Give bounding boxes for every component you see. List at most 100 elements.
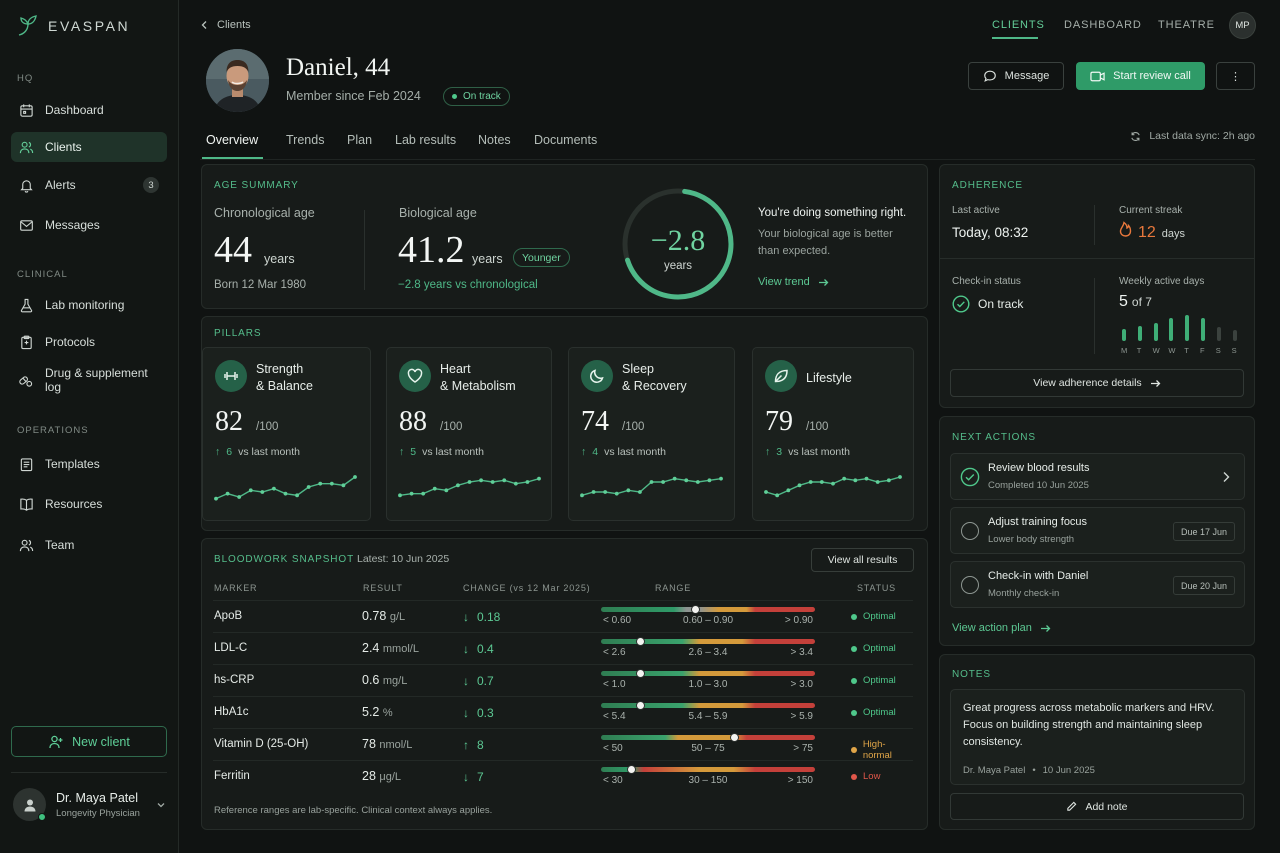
view-action-plan-link[interactable]: View action plan bbox=[952, 622, 1051, 634]
section-operations: OPERATIONS bbox=[17, 425, 89, 436]
message-button[interactable]: Message bbox=[968, 62, 1064, 90]
arrow-right-icon bbox=[1150, 379, 1161, 387]
age-summary-panel bbox=[201, 164, 928, 309]
range-bar: < 0.60 0.60 – 0.90 > 0.90 bbox=[601, 605, 815, 627]
tab-plan[interactable]: Plan bbox=[347, 133, 373, 147]
sparkline-point bbox=[490, 480, 495, 484]
last-active-label: Last active bbox=[952, 205, 1000, 216]
pillar-card-heart[interactable]: Heart & Metabolism 88 /100 ↑ 5 vs last mont… bbox=[386, 347, 552, 521]
marker-result: 0.78 g/L bbox=[362, 609, 406, 623]
start-review-call-button[interactable]: Start review call bbox=[1076, 62, 1205, 90]
last-active-value: Today, 08:32 bbox=[952, 225, 1029, 240]
topnav-dashboard[interactable]: DASHBOARD bbox=[1064, 19, 1142, 31]
user-profile[interactable]: Dr. Maya Patel Longevity Physician bbox=[13, 788, 166, 821]
sync-label: Last data sync: 2h ago bbox=[1149, 130, 1255, 142]
pillar-score: 82 bbox=[215, 406, 243, 437]
check-circle-icon bbox=[960, 467, 980, 487]
streak-value: 12 bbox=[1138, 224, 1156, 241]
pillar-card-strength[interactable]: Strength & Balance 82 /100 ↑ 6 vs last mont… bbox=[202, 347, 371, 521]
view-trend-link[interactable]: View trend bbox=[758, 276, 829, 288]
pillar-max: /100 bbox=[440, 421, 463, 433]
tab-trends[interactable]: Trends bbox=[286, 133, 325, 147]
weekly-bar bbox=[1122, 329, 1126, 341]
topnav-theatre[interactable]: THEATRE bbox=[1158, 19, 1215, 31]
sparkline-point bbox=[707, 478, 712, 483]
sparkline-point bbox=[467, 480, 472, 484]
tab-documents[interactable]: Documents bbox=[534, 133, 598, 147]
marker-change: ↓ 0.3 bbox=[463, 706, 494, 720]
status-badge: Optimal bbox=[851, 611, 896, 622]
pillar-name: Sleep & Recovery bbox=[622, 362, 687, 393]
arrow-down-icon: ↓ bbox=[463, 770, 469, 784]
add-note-button[interactable]: Add note bbox=[950, 793, 1244, 820]
tabs-divider bbox=[200, 159, 1255, 160]
tab-lab-results[interactable]: Lab results bbox=[395, 133, 457, 147]
col-status: STATUS bbox=[857, 583, 896, 593]
template-icon bbox=[18, 456, 34, 472]
more-options-button[interactable]: ⋮ bbox=[1216, 62, 1255, 90]
sidebar-item-dashboard[interactable]: Dashboard bbox=[11, 95, 167, 125]
table-row[interactable]: ApoB 0.78 g/L ↓ 0.18 < 0.60 0.60 – 0.90 > 0.90… bbox=[213, 600, 913, 632]
new-client-button[interactable]: New client bbox=[11, 726, 167, 757]
pillar-card-lifestyle[interactable]: Lifestyle 79 /100 ↑ 3 vs last month bbox=[752, 347, 914, 521]
view-adherence-details-button[interactable]: View adherence details bbox=[950, 369, 1244, 397]
sidebar-item-messages[interactable]: Messages bbox=[11, 210, 167, 240]
table-row[interactable]: LDL-C 2.4 mmol/L ↓ 0.4 < 2.6 2.6 – 3.4 > 3.4 Op… bbox=[213, 632, 913, 664]
sidebar-item-alerts[interactable]: Alerts 3 bbox=[11, 170, 167, 200]
breadcrumb[interactable]: Clients bbox=[200, 19, 251, 31]
arrow-down-icon: ↓ bbox=[463, 674, 469, 688]
tab-notes[interactable]: Notes bbox=[478, 133, 511, 147]
weekday-label: W bbox=[1168, 346, 1176, 355]
sidebar-item-lab-monitoring[interactable]: Lab monitoring bbox=[11, 290, 167, 320]
start-review-call-label: Start review call bbox=[1113, 70, 1191, 82]
pillar-delta: ↑ 5 vs last month bbox=[399, 446, 484, 458]
table-row[interactable]: HbA1c 5.2 % ↓ 0.3 < 5.4 5.4 – 5.9 > 5.9 Optimal bbox=[213, 696, 913, 728]
marker-result: 2.4 mmol/L bbox=[362, 641, 419, 655]
range-bar: < 1.0 1.0 – 3.0 > 3.0 bbox=[601, 669, 815, 691]
account-avatar[interactable]: MP bbox=[1229, 12, 1256, 39]
sparkline-point bbox=[225, 491, 230, 496]
table-row[interactable]: Vitamin D (25-OH) 78 nmol/L ↑ 8 < 50 50 – 75 >… bbox=[213, 728, 913, 761]
pillar-score: 74 bbox=[581, 406, 609, 437]
table-row[interactable]: Ferritin 28 μg/L ↓ 7 < 30 30 – 150 > 150 Low bbox=[213, 760, 913, 792]
action-checkbox[interactable] bbox=[961, 522, 979, 540]
sparkline-point bbox=[819, 480, 824, 484]
action-item-review-blood[interactable]: Review blood results Completed 10 Jun 20… bbox=[950, 453, 1245, 500]
sparkline-point bbox=[831, 481, 835, 486]
bloodwork-footnote: Reference ranges are lab-specific. Clini… bbox=[214, 805, 493, 816]
pill-icon bbox=[18, 372, 34, 388]
sparkline-point bbox=[649, 480, 654, 484]
note-card[interactable]: Great progress across metabolic markers … bbox=[950, 689, 1245, 785]
sidebar-item-team[interactable]: Team bbox=[11, 530, 167, 560]
chevron-down-icon[interactable] bbox=[156, 800, 166, 810]
range-marker bbox=[691, 605, 701, 614]
sidebar-item-protocols[interactable]: Protocols bbox=[11, 327, 167, 357]
sidebar-item-resources[interactable]: Resources bbox=[11, 489, 167, 519]
pillar-card-sleep[interactable]: Sleep & Recovery 74 /100 ↑ 4 vs last month bbox=[568, 347, 735, 521]
topnav-clients[interactable]: CLIENTS bbox=[992, 19, 1045, 31]
action-item-adjust-training[interactable]: Adjust training focus Lower body strengt… bbox=[950, 507, 1245, 554]
weekday-label: S bbox=[1231, 346, 1237, 355]
sidebar-item-drug-log[interactable]: Drug & supplement log bbox=[11, 365, 167, 395]
view-all-results-button[interactable]: View all results bbox=[811, 548, 914, 572]
action-item-checkin[interactable]: Check-in with Daniel Monthly check-in Du… bbox=[950, 561, 1245, 608]
table-row[interactable]: hs-CRP 0.6 mg/L ↓ 0.7 < 1.0 1.0 – 3.0 > 3.0 Opt… bbox=[213, 664, 913, 696]
tab-overview[interactable]: Overview bbox=[206, 133, 259, 147]
streak-unit: days bbox=[1161, 228, 1186, 240]
sidebar-item-clients[interactable]: Clients bbox=[11, 132, 167, 162]
chat-icon bbox=[983, 70, 996, 82]
marker-name: hs-CRP bbox=[214, 674, 255, 686]
younger-badge: Younger bbox=[513, 248, 570, 267]
sparkline-point bbox=[614, 491, 619, 496]
range-marker bbox=[626, 765, 636, 774]
sidebar-item-templates[interactable]: Templates bbox=[11, 449, 167, 479]
bell-icon bbox=[18, 177, 34, 193]
sparkline-point bbox=[248, 488, 253, 493]
marker-name: Vitamin D (25-OH) bbox=[214, 738, 309, 750]
logo[interactable]: EVASPAN bbox=[16, 14, 130, 38]
action-checkbox[interactable] bbox=[961, 576, 979, 594]
sidebar-item-label: Protocols bbox=[45, 335, 96, 349]
status-badge: High-normal bbox=[851, 739, 913, 761]
users-icon bbox=[18, 139, 34, 155]
age-message-body: Your biological age is better than expec… bbox=[758, 228, 893, 257]
